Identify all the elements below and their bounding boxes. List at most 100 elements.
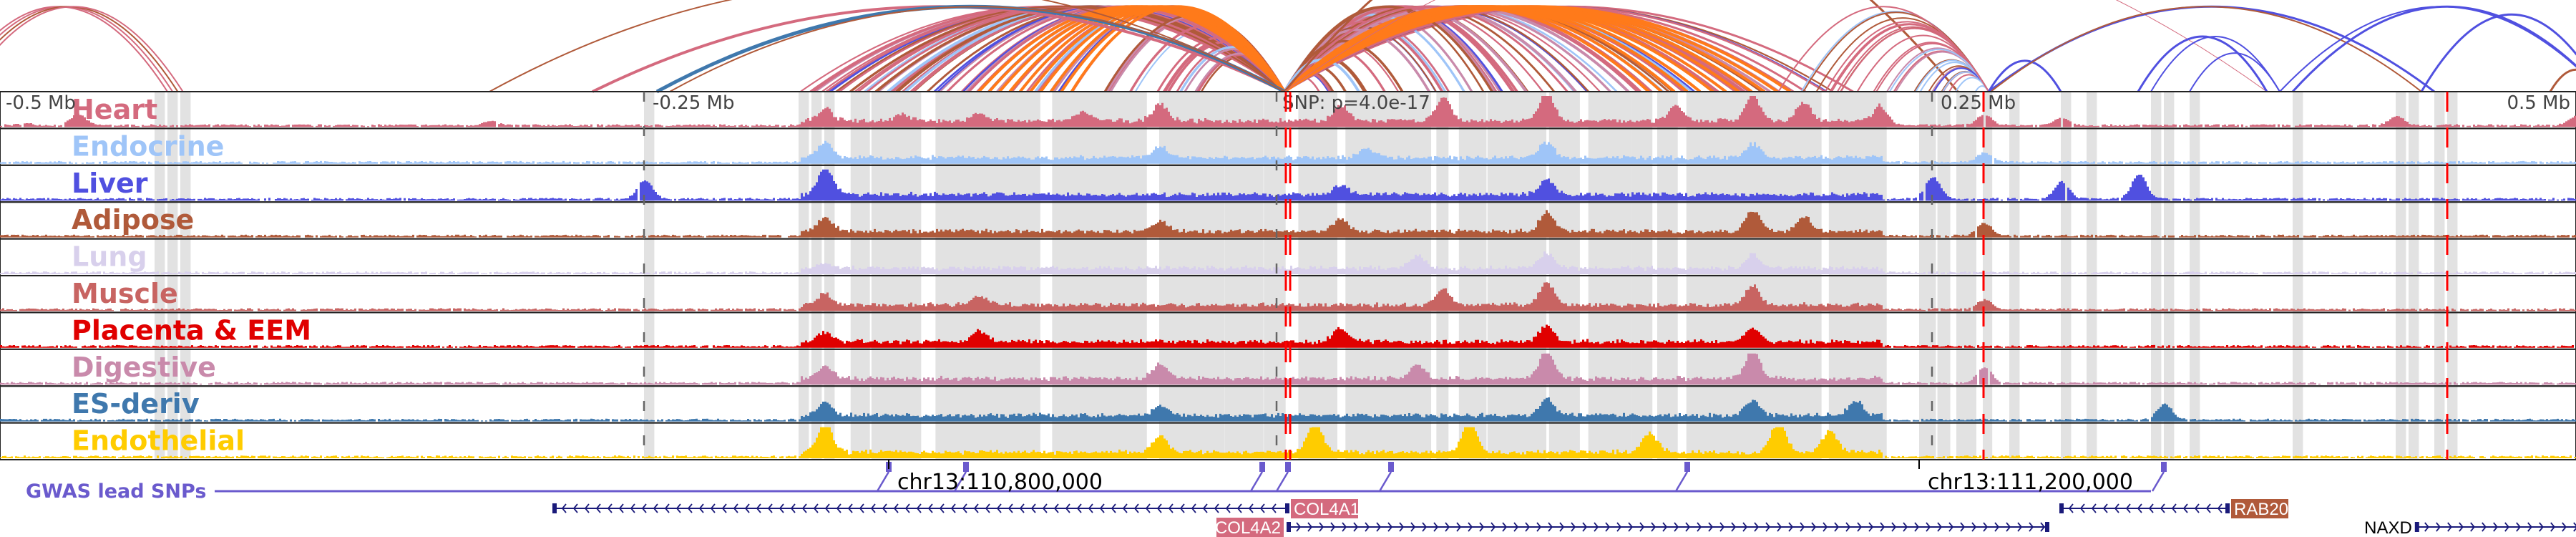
gene-exon <box>552 503 557 513</box>
strand-arrow-right-icon <box>1903 522 1908 532</box>
strand-arrow-right-icon <box>1491 522 1496 532</box>
strand-arrow-right-icon <box>1937 522 1943 532</box>
strand-arrow-left-icon <box>1030 503 1036 513</box>
interaction-arc <box>1283 5 1568 92</box>
strand-arrow-right-icon <box>1410 522 1416 532</box>
strand-arrow-right-icon <box>1731 522 1737 532</box>
strand-arrow-left-icon <box>2182 503 2188 513</box>
strand-arrow-left-icon <box>687 503 693 513</box>
strand-arrow-right-icon <box>1307 522 1313 532</box>
strand-arrow-right-icon <box>2539 522 2544 532</box>
strand-arrow-right-icon <box>1857 522 1863 532</box>
gene-rab20: RAB20 <box>2059 499 2288 519</box>
strand-arrow-right-icon <box>1639 522 1645 532</box>
strand-arrow-right-icon <box>2504 522 2509 532</box>
strand-arrow-right-icon <box>1914 522 1920 532</box>
gene-label-highlight <box>1216 518 1284 537</box>
strand-arrow-left-icon <box>1202 503 1208 513</box>
signal-area <box>0 427 2576 458</box>
strand-arrow-right-icon <box>1605 522 1611 532</box>
strand-arrow-left-icon <box>744 503 750 513</box>
interaction-arc <box>2150 36 2280 92</box>
axis-tick-label: 0.5 Mb <box>2507 92 2570 114</box>
strand-arrow-left-icon <box>985 503 990 513</box>
strand-arrow-left-icon <box>916 503 922 513</box>
strand-arrow-left-icon <box>2068 503 2074 513</box>
strand-arrow-left-icon <box>904 503 910 513</box>
strand-arrow-left-icon <box>2114 503 2119 513</box>
signal-area <box>0 169 2576 201</box>
coordinate-label: chr13:110,800,000 <box>897 470 1103 495</box>
strand-arrow-left-icon <box>1008 503 1013 513</box>
strand-arrow-right-icon <box>1296 522 1302 532</box>
gwas-snp-connector <box>1249 471 1264 492</box>
strand-arrow-left-icon <box>584 503 590 513</box>
strand-arrow-left-icon <box>2102 503 2108 513</box>
strand-arrow-right-icon <box>1777 522 1782 532</box>
strand-arrow-left-icon <box>618 503 624 513</box>
strand-arrow-right-icon <box>1719 522 1725 532</box>
strand-arrow-right-icon <box>2527 522 2532 532</box>
strand-arrow-right-icon <box>1868 522 1874 532</box>
strand-arrow-right-icon <box>1754 522 1760 532</box>
strand-arrow-right-icon <box>1365 522 1370 532</box>
coordinate-label: chr13:111,200,000 <box>1928 470 2133 495</box>
strand-arrow-right-icon <box>1468 522 1473 532</box>
strand-arrow-right-icon <box>1742 522 1748 532</box>
strand-arrow-right-icon <box>1422 522 1428 532</box>
interaction-arc <box>2420 14 2576 92</box>
strand-arrow-left-icon <box>1236 503 1242 513</box>
gwas-snp-connector <box>876 471 890 492</box>
strand-arrow-left-icon <box>824 503 830 513</box>
gwas-snp-connector <box>1378 471 1392 492</box>
strand-arrow-left-icon <box>1225 503 1231 513</box>
gene-label: RAB20 <box>2234 500 2288 519</box>
strand-arrow-left-icon <box>561 503 567 513</box>
interaction-arc <box>489 0 1285 92</box>
track-label: Heart <box>72 94 157 125</box>
strand-arrow-left-icon <box>664 503 670 513</box>
gene-exon <box>2414 522 2419 532</box>
strand-arrow-left-icon <box>1248 503 1254 513</box>
strand-arrow-right-icon <box>1708 522 1714 532</box>
strand-arrow-left-icon <box>756 503 761 513</box>
signal-area <box>0 251 2576 274</box>
strand-arrow-left-icon <box>675 503 681 513</box>
strand-arrow-left-icon <box>790 503 796 513</box>
gene-naxd: NAXD <box>2364 518 2576 537</box>
strand-arrow-right-icon <box>2493 522 2498 532</box>
strand-arrow-right-icon <box>1662 522 1668 532</box>
strand-arrow-right-icon <box>1983 522 1989 532</box>
strand-arrow-right-icon <box>1559 522 1565 532</box>
axis: -0.5 Mb -0.25 Mb 0.25 Mb 0.5 Mb SNP: p=4.0e-… <box>6 92 2570 460</box>
strand-arrow-right-icon <box>1479 522 1485 532</box>
track-label: Liver <box>72 168 148 199</box>
interaction-arc <box>0 6 184 92</box>
strand-arrow-left-icon <box>1076 503 1082 513</box>
signal-area <box>0 324 2576 348</box>
strand-arrow-right-icon <box>1685 522 1691 532</box>
strand-arrow-right-icon <box>2562 522 2567 532</box>
strand-arrow-right-icon <box>1342 522 1347 532</box>
strand-arrow-left-icon <box>1042 503 1048 513</box>
strand-arrow-left-icon <box>2091 503 2097 513</box>
strand-arrow-left-icon <box>1065 503 1070 513</box>
strand-arrow-right-icon <box>1594 522 1599 532</box>
gene-exon <box>2059 503 2064 513</box>
strand-arrow-left-icon <box>1111 503 1116 513</box>
strand-arrow-right-icon <box>2029 522 2034 532</box>
strand-arrow-left-icon <box>2171 503 2177 513</box>
strand-arrow-left-icon <box>1214 503 1219 513</box>
strand-arrow-left-icon <box>962 503 967 513</box>
strand-arrow-left-icon <box>927 503 933 513</box>
strand-arrow-right-icon <box>1513 522 1519 532</box>
strand-arrow-right-icon <box>2459 522 2464 532</box>
strand-arrow-left-icon <box>733 503 738 513</box>
strand-arrow-right-icon <box>2017 522 2023 532</box>
strand-arrow-left-icon <box>973 503 979 513</box>
strand-arrow-right-icon <box>1319 522 1324 532</box>
strand-arrow-left-icon <box>1259 503 1265 513</box>
strand-arrow-left-icon <box>572 503 578 513</box>
strand-arrow-right-icon <box>1926 522 1931 532</box>
